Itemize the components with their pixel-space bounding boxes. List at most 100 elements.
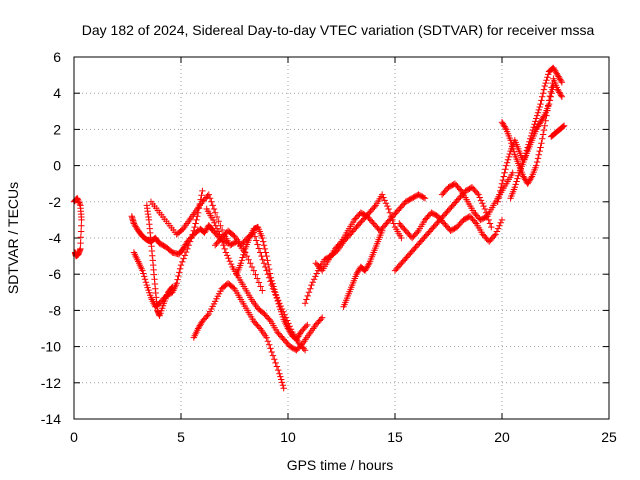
data-point — [535, 151, 542, 158]
y-tick-label: -2 — [49, 194, 62, 210]
data-point — [209, 202, 216, 209]
data-point — [255, 279, 263, 286]
data-point — [540, 86, 548, 93]
data-point — [531, 121, 538, 128]
data-point — [266, 341, 273, 348]
data-point — [230, 284, 237, 291]
data-point — [176, 265, 184, 272]
y-tick-label: 4 — [53, 85, 61, 101]
data-point — [75, 197, 82, 205]
data-point — [542, 79, 549, 87]
data-point — [509, 145, 517, 153]
data-point — [560, 123, 567, 130]
data-point — [261, 245, 269, 253]
data-point — [534, 109, 542, 116]
data-point — [77, 239, 84, 247]
data-point — [225, 255, 232, 262]
data-point — [254, 275, 261, 282]
data-point — [509, 142, 516, 150]
data-point — [303, 296, 310, 303]
data-point — [141, 276, 149, 283]
data-point — [379, 227, 386, 234]
data-point — [269, 352, 277, 359]
data-point — [182, 248, 190, 256]
data-point — [247, 260, 254, 267]
data-point — [198, 192, 205, 199]
data-point — [213, 213, 221, 221]
data-point — [300, 345, 307, 352]
data-point — [273, 294, 281, 302]
series-track-k — [312, 191, 429, 274]
data-point — [421, 195, 429, 202]
data-point — [534, 155, 542, 162]
data-point — [541, 82, 548, 90]
data-point — [271, 286, 278, 293]
series-track-d — [143, 202, 176, 319]
data-point — [494, 225, 502, 232]
data-point — [190, 227, 197, 234]
data-point — [270, 283, 277, 290]
x-tick-label: 25 — [601, 429, 617, 445]
data-point — [371, 203, 378, 211]
data-point — [180, 255, 187, 262]
data-point — [496, 191, 503, 198]
series-track-n — [396, 209, 506, 245]
data-point — [305, 289, 313, 296]
data-point — [78, 216, 85, 224]
data-point — [141, 273, 148, 280]
data-point — [199, 187, 206, 195]
data-point — [527, 174, 535, 182]
x-tick-label: 5 — [177, 429, 185, 445]
data-point — [302, 323, 310, 330]
series-track-o — [438, 169, 516, 224]
x-tick-label: 20 — [494, 429, 510, 445]
data-point — [503, 162, 510, 169]
data-point — [513, 178, 520, 185]
data-point — [74, 196, 82, 203]
data-point — [239, 254, 246, 261]
data-point — [481, 205, 489, 213]
data-point — [211, 219, 218, 226]
y-axis-label: SDTVAR / TECUs — [5, 182, 21, 294]
data-point — [548, 90, 555, 97]
data-point — [414, 229, 421, 236]
data-point — [259, 234, 266, 242]
data-point — [497, 219, 504, 226]
y-tick-label: -6 — [49, 266, 62, 282]
data-point — [173, 280, 180, 287]
data-point — [486, 220, 494, 227]
data-point — [500, 173, 507, 180]
data-point — [309, 279, 316, 286]
data-point — [142, 279, 150, 286]
data-point — [248, 263, 256, 271]
y-tick-label: 6 — [53, 49, 61, 65]
data-point — [381, 197, 388, 204]
data-point — [304, 292, 311, 300]
data-point — [77, 234, 84, 241]
data-point — [140, 270, 147, 277]
data-point — [511, 184, 518, 191]
data-point — [365, 261, 372, 268]
data-point — [265, 261, 272, 268]
data-point — [541, 122, 548, 129]
series-track-i — [233, 223, 311, 343]
data-point — [250, 267, 257, 274]
data-point — [535, 106, 542, 114]
data-point — [272, 292, 280, 299]
data-point — [533, 112, 541, 119]
data-point — [216, 231, 223, 238]
data-point — [505, 153, 512, 161]
data-point — [301, 347, 309, 354]
data-point — [215, 218, 222, 225]
data-point — [266, 270, 274, 277]
y-tick-label: -8 — [49, 302, 62, 318]
data-point — [204, 312, 211, 319]
data-point — [498, 216, 506, 224]
data-point — [275, 300, 282, 308]
series-track-q — [498, 75, 566, 187]
data-point — [280, 385, 287, 392]
data-point — [508, 140, 515, 147]
data-point — [502, 166, 509, 173]
data-point — [253, 237, 260, 244]
